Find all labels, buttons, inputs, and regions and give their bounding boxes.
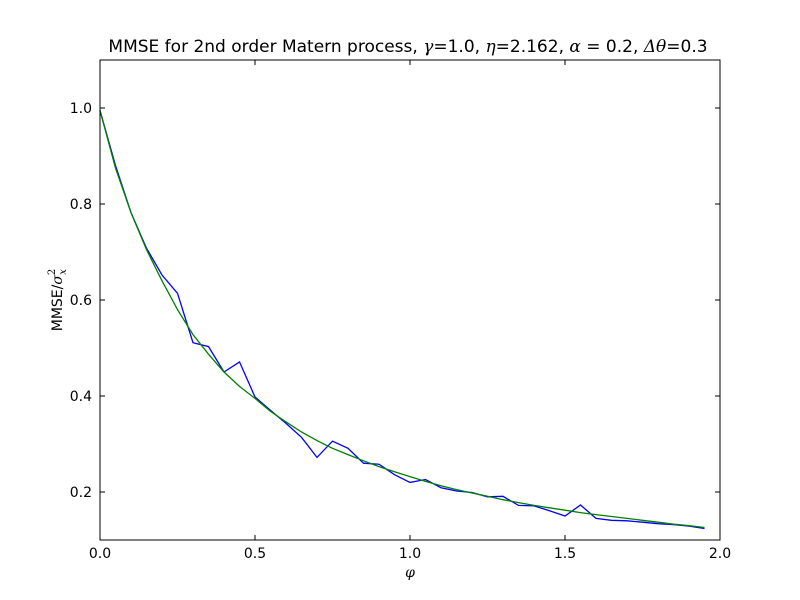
title-part: =2.162,: [496, 37, 570, 57]
title-part: γ: [423, 37, 434, 57]
y-axis-label-part: MMSE/: [50, 284, 66, 331]
x-tick-label: 2.0: [709, 546, 731, 562]
x-axis-label: φ: [405, 565, 415, 581]
x-tick-label: 0.0: [89, 546, 111, 562]
x-tick-label: 1.5: [554, 546, 576, 562]
y-axis-label-part: σ: [50, 275, 66, 285]
y-axis-label-part: x: [58, 269, 69, 275]
tick-layer: 0.0 0.5 1.0 1.5 2.0 0.2 0.4 0.6 0.8 1.0: [70, 60, 731, 562]
title-part: η: [485, 37, 496, 57]
title-part: =0.3: [666, 37, 707, 57]
series-line-1: [99, 110, 705, 529]
title-part: MMSE for 2nd order Matern process,: [108, 37, 423, 57]
title-part: =1.0,: [433, 37, 485, 57]
y-tick-label: 0.6: [70, 293, 92, 309]
x-tick-label: 0.5: [244, 546, 266, 562]
y-axis-label: MMSE/σ2x: [47, 269, 69, 332]
series-layer: [99, 110, 705, 530]
chart-title: MMSE for 2nd order Matern process, γ=1.0…: [108, 37, 707, 57]
x-tick-label: 1.0: [399, 546, 421, 562]
y-axis-label-part: 2: [47, 269, 58, 275]
title-part: α: [569, 37, 581, 57]
title-part: Δθ: [643, 37, 667, 57]
y-tick-label: 0.2: [70, 485, 92, 501]
title-part: = 0.2,: [581, 37, 644, 57]
y-tick-label: 1.0: [70, 101, 92, 117]
plot-frame: [99, 59, 721, 541]
y-tick-label: 0.4: [70, 389, 92, 405]
y-tick-label: 0.8: [70, 197, 92, 213]
